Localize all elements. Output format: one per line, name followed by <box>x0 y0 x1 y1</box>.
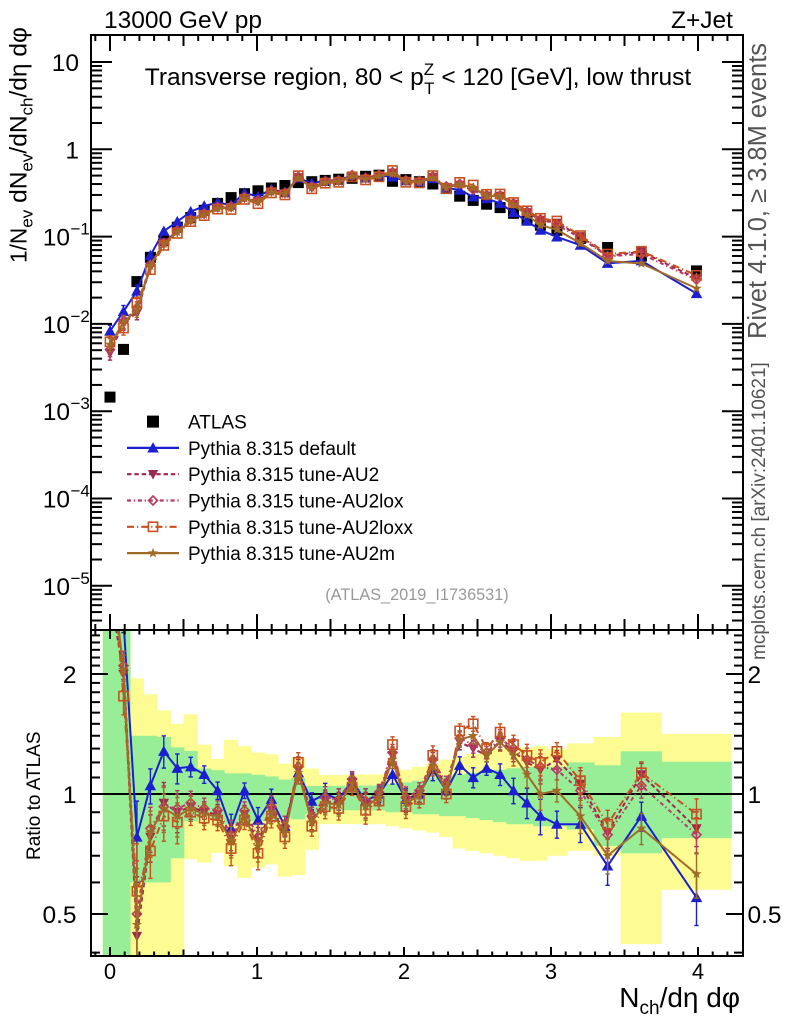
svg-text:−3: −3 <box>71 394 90 413</box>
svg-text:10: 10 <box>43 225 70 252</box>
svg-text:0.5: 0.5 <box>42 902 76 929</box>
svg-text:1: 1 <box>251 959 263 984</box>
svg-text:0: 0 <box>104 959 116 984</box>
svg-text:Pythia 8.315 tune-AU2m: Pythia 8.315 tune-AU2m <box>188 544 395 565</box>
svg-text:13000 GeV pp: 13000 GeV pp <box>104 7 262 34</box>
svg-text:10: 10 <box>43 312 70 339</box>
svg-text:1: 1 <box>748 782 762 809</box>
svg-text:3: 3 <box>545 959 557 984</box>
svg-text:Pythia 8.315 default: Pythia 8.315 default <box>188 439 357 460</box>
svg-text:1/Nev dNev/dNch/dη dφ: 1/Nev dNev/dNch/dη dφ <box>6 27 37 263</box>
svg-text:Pythia 8.315 tune-AU2loxx: Pythia 8.315 tune-AU2loxx <box>188 518 413 539</box>
svg-text:10: 10 <box>43 487 70 514</box>
svg-text:Rivet 4.1.0, ≥ 3.8M events: Rivet 4.1.0, ≥ 3.8M events <box>744 43 772 339</box>
svg-text:10: 10 <box>52 50 79 77</box>
svg-text:−4: −4 <box>71 482 90 501</box>
svg-text:−2: −2 <box>71 307 90 326</box>
svg-text:10: 10 <box>43 399 70 426</box>
svg-text:ATLAS: ATLAS <box>188 413 247 434</box>
svg-text:Nch/dη dφ: Nch/dη dφ <box>619 982 740 1019</box>
svg-text:2: 2 <box>63 662 77 689</box>
svg-text:−1: −1 <box>71 220 90 239</box>
svg-text:Ratio to ATLAS: Ratio to ATLAS <box>24 732 45 861</box>
svg-text:−5: −5 <box>71 569 90 588</box>
svg-text:0.5: 0.5 <box>748 902 782 929</box>
svg-text:4: 4 <box>692 959 704 984</box>
svg-text:Pythia 8.315 tune-AU2lox: Pythia 8.315 tune-AU2lox <box>188 492 404 513</box>
svg-text:10: 10 <box>43 574 70 601</box>
svg-text:Pythia 8.315 tune-AU2: Pythia 8.315 tune-AU2 <box>188 465 379 486</box>
svg-text:1: 1 <box>65 137 79 164</box>
svg-text:1: 1 <box>63 782 77 809</box>
svg-text:2: 2 <box>398 959 410 984</box>
svg-text:mcplots.cern.ch [arXiv:2401.10: mcplots.cern.ch [arXiv:2401.10621] <box>749 362 770 660</box>
svg-text:Z+Jet: Z+Jet <box>671 7 733 34</box>
svg-text:2: 2 <box>748 662 762 689</box>
svg-text:(ATLAS_2019_I1736531): (ATLAS_2019_I1736531) <box>325 586 508 604</box>
